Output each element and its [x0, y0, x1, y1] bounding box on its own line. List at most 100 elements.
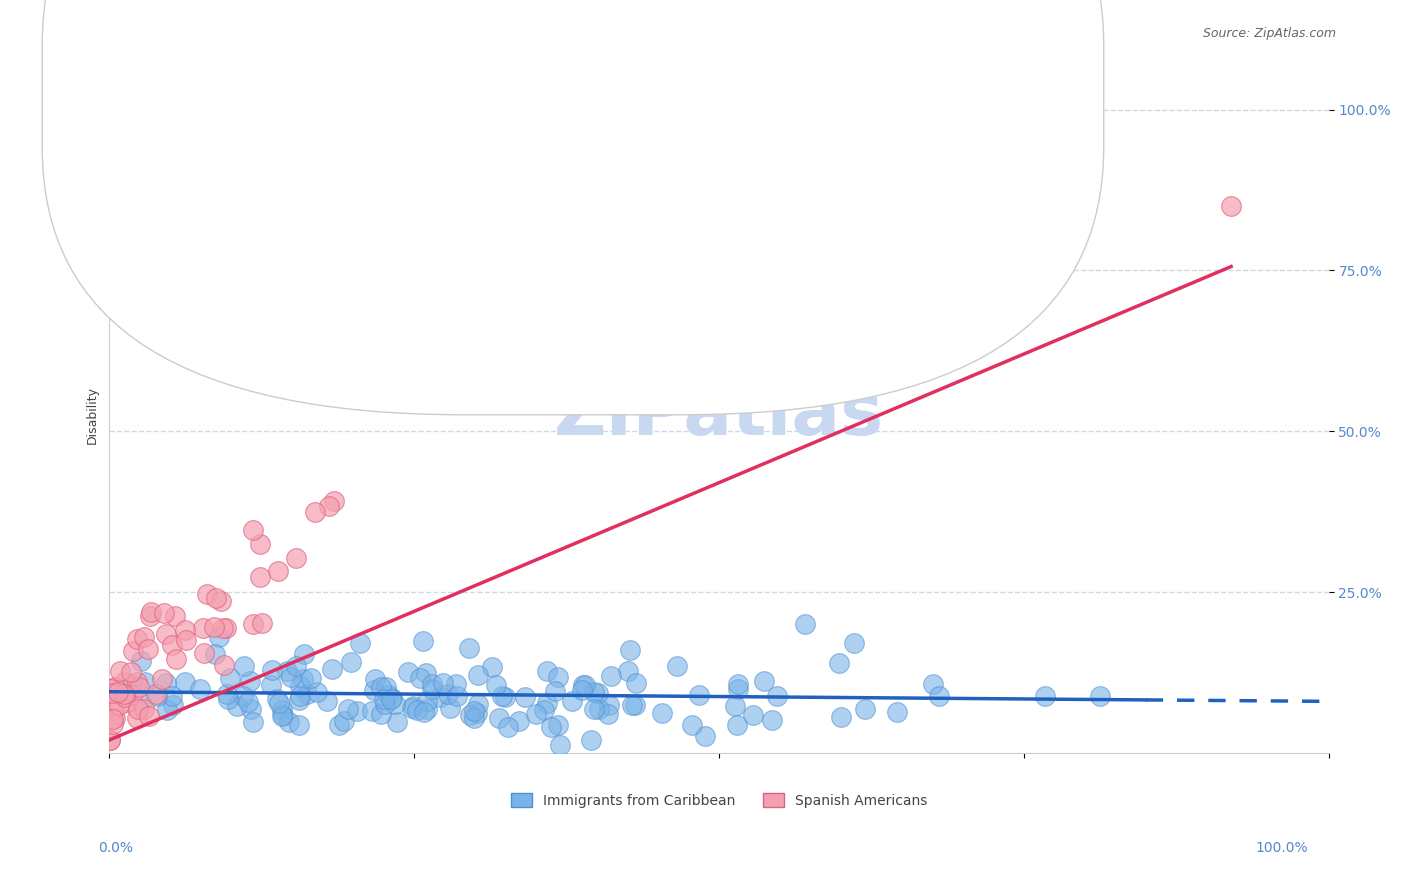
Point [485, 677, 508, 691]
Point [439, 701, 461, 715]
Point [396, 665, 419, 679]
Point [225, 698, 247, 713]
Point [121, 676, 143, 690]
Point [488, 711, 510, 725]
Point [145, 687, 167, 701]
Point [340, 656, 363, 670]
Text: N =: N = [612, 51, 645, 65]
Point [131, 655, 153, 669]
Point [536, 664, 558, 678]
Y-axis label: Disability: Disability [86, 386, 98, 444]
Point [377, 688, 399, 702]
Point [152, 672, 174, 686]
Point [108, 698, 131, 712]
Point [373, 691, 395, 706]
Point [100, 733, 122, 747]
Point [163, 609, 186, 624]
Point [420, 681, 443, 696]
Point [121, 688, 143, 702]
Point [415, 702, 437, 716]
Point [446, 676, 468, 690]
Point [370, 680, 392, 694]
Text: 146: 146 [644, 51, 676, 65]
Point [107, 685, 129, 699]
Point [742, 708, 765, 723]
Point [524, 706, 547, 721]
Point [688, 688, 710, 702]
Point [412, 634, 434, 648]
Point [114, 690, 136, 704]
Text: N =: N = [612, 100, 645, 114]
Point [322, 494, 344, 508]
Point [725, 717, 748, 731]
Point [316, 693, 339, 707]
Point [405, 704, 427, 718]
Point [491, 690, 513, 704]
Point [195, 587, 218, 601]
Point [136, 642, 159, 657]
Point [408, 671, 430, 685]
Point [121, 644, 143, 658]
Point [374, 697, 396, 711]
Point [727, 677, 749, 691]
Point [205, 591, 228, 606]
Point [415, 665, 437, 680]
Point [103, 716, 125, 731]
Point [599, 669, 621, 683]
Point [266, 692, 288, 706]
Point [285, 659, 308, 673]
Point [385, 715, 408, 730]
Point [215, 687, 238, 701]
Point [465, 706, 488, 721]
Point [233, 659, 256, 673]
Point [214, 658, 236, 673]
Point [513, 690, 536, 705]
Point [581, 732, 603, 747]
Point [458, 708, 481, 723]
Point [129, 695, 152, 709]
Point [583, 685, 606, 699]
Point [101, 702, 124, 716]
Point [100, 733, 122, 747]
Point [290, 679, 312, 693]
Point [295, 687, 318, 701]
Point [249, 570, 271, 584]
Text: 0.672: 0.672 [551, 100, 599, 114]
Point [588, 702, 610, 716]
Point [494, 690, 516, 704]
Point [375, 680, 398, 694]
Point [828, 656, 851, 670]
Point [288, 693, 311, 707]
Point [160, 689, 183, 703]
Point [481, 660, 503, 674]
Point [540, 720, 562, 734]
Point [112, 675, 135, 690]
Text: 100.0%: 100.0% [1256, 841, 1308, 855]
Point [173, 623, 195, 637]
Point [416, 694, 439, 708]
Point [125, 632, 148, 646]
Point [104, 681, 127, 695]
Point [467, 668, 489, 682]
Point [363, 672, 385, 686]
Point [120, 665, 142, 679]
Point [127, 701, 149, 715]
Point [101, 712, 124, 726]
Point [695, 729, 717, 743]
Point [596, 706, 619, 721]
Point [307, 684, 329, 698]
Text: ZIPatlas: ZIPatlas [554, 381, 884, 450]
Point [853, 702, 876, 716]
Point [463, 704, 485, 718]
Point [432, 676, 454, 690]
Point [138, 709, 160, 723]
Point [446, 690, 468, 704]
Point [752, 673, 775, 688]
Point [336, 702, 359, 716]
Point [547, 717, 569, 731]
Point [278, 714, 301, 729]
Point [127, 711, 149, 725]
Point [572, 678, 595, 692]
Point [619, 643, 641, 657]
Text: IMMIGRANTS FROM CARIBBEAN VS SPANISH AMERICAN DISABILITY CORRELATION CHART: IMMIGRANTS FROM CARIBBEAN VS SPANISH AME… [70, 27, 970, 45]
